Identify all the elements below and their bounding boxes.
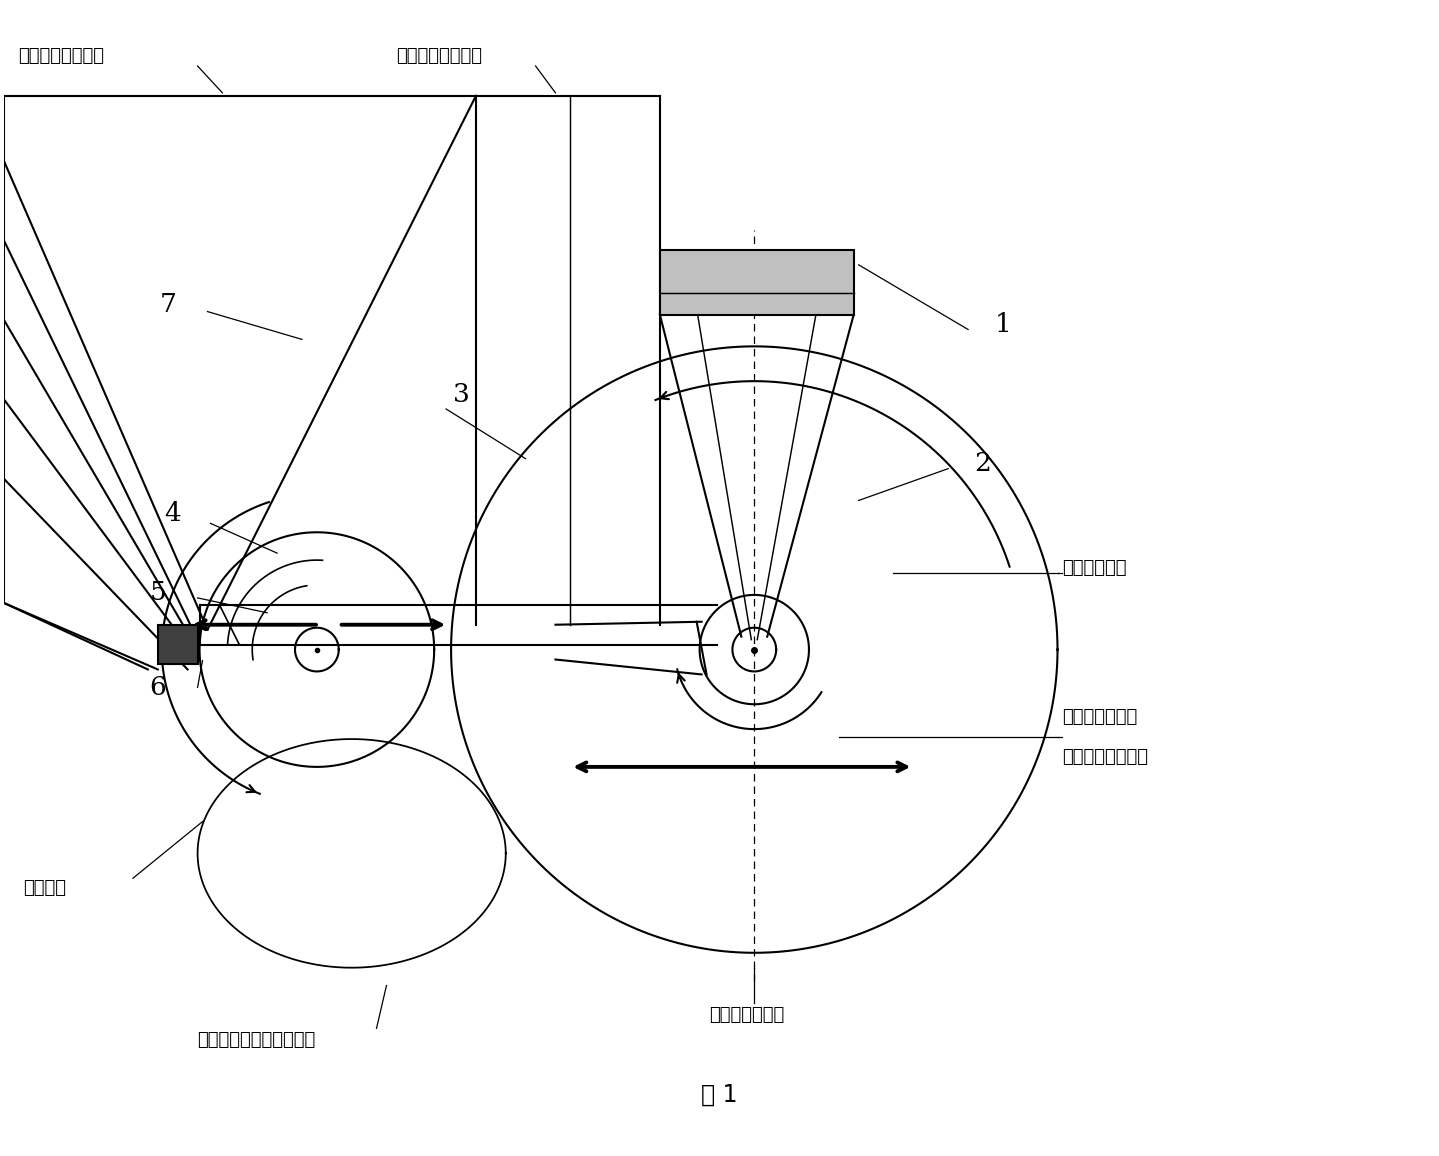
- Text: 6: 6: [150, 675, 165, 699]
- Text: 1: 1: [994, 312, 1012, 338]
- Text: 5: 5: [150, 580, 165, 606]
- Text: 沙轮回转中心及: 沙轮回转中心及: [1062, 709, 1138, 726]
- Text: 跟踪摇臂转角位移: 跟踪摇臂转角位移: [396, 47, 482, 65]
- Text: 测量装置进出运动: 测量装置进出运动: [19, 47, 105, 65]
- Text: 跟踪运动回转中心: 跟踪运动回转中心: [1062, 748, 1148, 766]
- Text: 7: 7: [160, 292, 176, 317]
- Polygon shape: [661, 250, 853, 314]
- Text: 2: 2: [974, 451, 991, 476]
- Text: 被磨削工件中心运动轨迹: 被磨削工件中心运动轨迹: [197, 1031, 315, 1050]
- Text: 4: 4: [164, 501, 181, 526]
- Text: 沙轮回转运动: 沙轮回转运动: [1062, 560, 1127, 577]
- Text: 主轴回转: 主轴回转: [23, 880, 66, 897]
- Polygon shape: [158, 624, 197, 665]
- Text: 3: 3: [453, 381, 469, 407]
- Text: 图 1: 图 1: [701, 1083, 738, 1107]
- Text: 沙轮架跟踪运动: 沙轮架跟踪运动: [709, 1007, 784, 1024]
